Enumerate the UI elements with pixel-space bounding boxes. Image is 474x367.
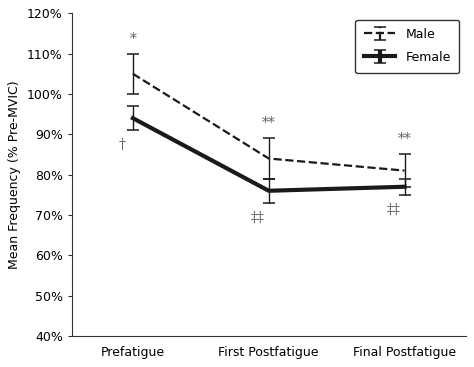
Text: ‡‡: ‡‡ <box>251 211 265 225</box>
Text: *: * <box>129 32 137 46</box>
Text: ‡‡: ‡‡ <box>387 203 401 217</box>
Text: **: ** <box>398 132 411 146</box>
Text: **: ** <box>262 116 275 130</box>
Legend: Male, Female: Male, Female <box>356 19 459 73</box>
Text: †: † <box>118 138 126 152</box>
Y-axis label: Mean Frequency (% Pre-MVIC): Mean Frequency (% Pre-MVIC) <box>9 80 21 269</box>
